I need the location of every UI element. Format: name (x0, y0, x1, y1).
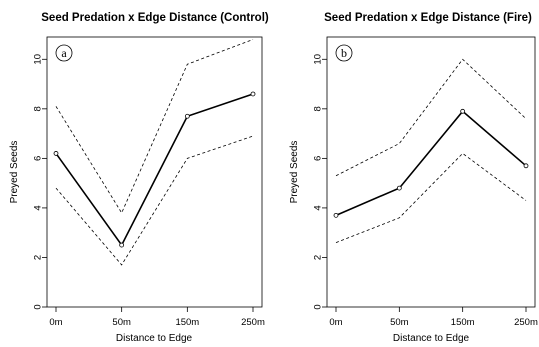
y-axis-label: Preyed Seeds (9, 141, 20, 204)
data-point (184, 113, 190, 119)
y-tick-label: 4 (313, 205, 324, 210)
y-tick-label: 10 (33, 54, 44, 65)
x-tick-label: 150m (451, 317, 475, 328)
x-axis-label: Distance to Edge (116, 333, 193, 344)
x-tick-label: 50m (390, 317, 409, 328)
series-line-mean (335, 110, 527, 217)
data-point (523, 163, 529, 169)
chart-title: Seed Predation x Edge Distance (Fire) (324, 12, 532, 24)
chart-title: Seed Predation x Edge Distance (Control) (41, 12, 269, 24)
y-tick-label: 8 (313, 106, 324, 111)
series-line-upper (335, 58, 527, 177)
data-point (396, 185, 402, 191)
x-tick-label: 150m (175, 317, 199, 328)
x-tick-label: 50m (112, 317, 131, 328)
x-tick-label: 0m (49, 317, 62, 328)
y-tick-label: 2 (33, 255, 44, 260)
y-axis-label: Preyed Seeds (289, 141, 300, 204)
y-tick-label: 4 (33, 205, 44, 210)
plot-frame (326, 36, 536, 308)
panel-letter-circle (55, 44, 73, 62)
y-tick-label: 0 (313, 304, 324, 309)
chart-panel-b: Seed Predation x Edge Distance (Fire) 0 2 4… (289, 12, 538, 344)
panel-letter: a (61, 46, 67, 60)
y-tick-label: 8 (33, 106, 44, 111)
series-line-lower (335, 152, 527, 243)
series-line-lower (55, 135, 254, 266)
data-point (333, 212, 339, 218)
x-axis-label: Distance to Edge (393, 333, 470, 344)
y-tick-label: 2 (313, 255, 324, 260)
data-point (460, 108, 466, 114)
data-point (53, 151, 59, 156)
series-line-upper (55, 39, 254, 214)
chart-panel-a: Seed Predation x Edge Distance (Control)… (9, 12, 269, 344)
y-tick-label: 6 (33, 156, 44, 161)
x-tick-label: 0m (329, 317, 342, 328)
x-tick-label: 250m (241, 317, 265, 328)
series-line-mean (55, 93, 254, 247)
data-point (119, 242, 125, 248)
x-tick-label: 250m (514, 317, 538, 328)
data-point (250, 91, 256, 97)
panel-letter-circle (335, 44, 353, 62)
panel-letter: b (341, 46, 347, 60)
y-tick-label: 6 (313, 156, 324, 161)
plot-frame (46, 36, 263, 308)
y-tick-label: 10 (313, 54, 324, 65)
y-tick-label: 0 (33, 304, 44, 309)
